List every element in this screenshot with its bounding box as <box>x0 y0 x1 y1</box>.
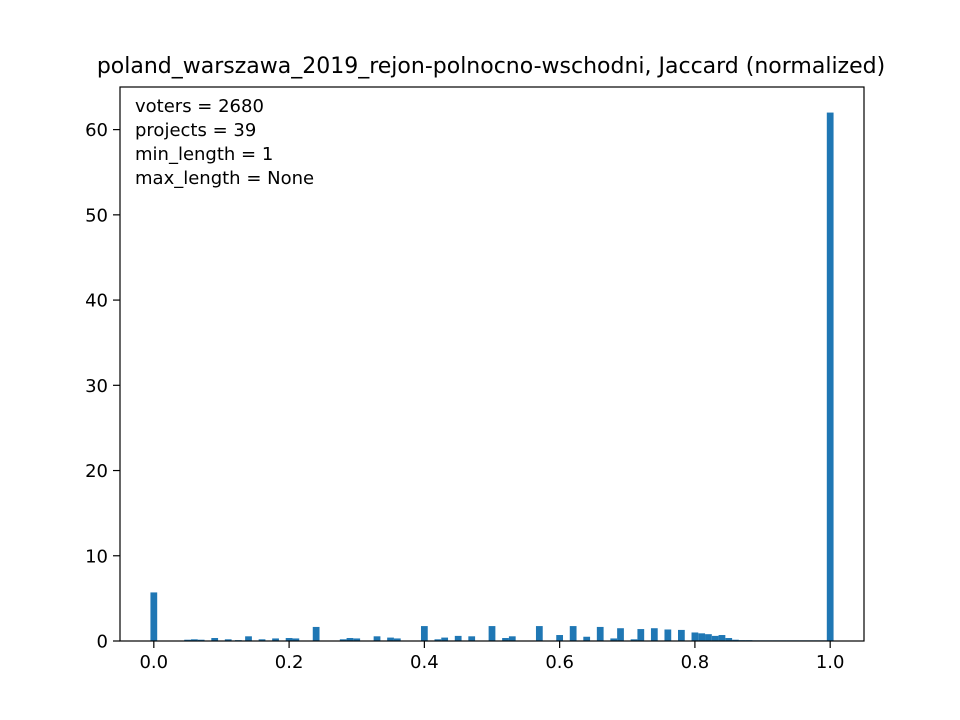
histogram-bar <box>434 639 442 641</box>
histogram-bar <box>508 636 516 641</box>
histogram-bar <box>698 633 706 641</box>
histogram-bar <box>610 638 618 641</box>
x-tick-label: 0.8 <box>681 652 710 673</box>
x-tick-label: 0.4 <box>410 652 439 673</box>
histogram-bar <box>705 634 712 641</box>
histogram-bar <box>678 629 685 641</box>
x-tick-label: 0.0 <box>139 652 168 673</box>
histogram-bar <box>569 626 577 641</box>
y-tick-label: 30 <box>85 376 108 397</box>
histogram-bar <box>184 639 192 641</box>
histogram-bar <box>454 635 462 641</box>
chart-title: poland_warszawa_2019_rejon-polnocno-wsch… <box>97 54 885 79</box>
histogram-bar <box>197 639 205 641</box>
histogram-bar <box>826 112 834 641</box>
annotation-line: min_length = 1 <box>135 144 273 165</box>
annotation-line: projects = 39 <box>135 120 256 141</box>
histogram-bar <box>272 638 279 641</box>
histogram-bar <box>393 638 401 641</box>
histogram-bar <box>468 636 476 641</box>
x-tick-label: 1.0 <box>816 652 845 673</box>
histogram-bar <box>732 639 739 641</box>
histogram-bar <box>353 638 361 641</box>
histogram-bar <box>718 635 726 641</box>
y-tick-label: 60 <box>85 120 108 141</box>
histogram-bar <box>596 626 604 641</box>
y-tick-label: 0 <box>97 632 108 653</box>
y-tick-label: 20 <box>85 461 108 482</box>
histogram-bar <box>292 638 300 641</box>
histogram-bar <box>346 638 354 641</box>
histogram-bar <box>488 626 496 641</box>
histogram-bar <box>373 636 381 641</box>
histogram-bar <box>650 628 658 641</box>
annotation-line: max_length = None <box>135 168 314 189</box>
annotation-block: voters = 2680 projects = 39 min_length = 1… <box>135 96 314 189</box>
histogram-bar <box>664 629 672 641</box>
annotation-line: voters = 2680 <box>135 96 264 117</box>
histogram-bar <box>387 637 394 641</box>
x-tick-label: 0.2 <box>275 652 304 673</box>
histogram-bar <box>630 639 638 641</box>
histogram-bar <box>245 636 252 641</box>
histogram-bar <box>191 639 198 641</box>
histogram-bar <box>583 636 591 641</box>
histogram-bar <box>502 638 509 641</box>
histogram-bar <box>637 629 645 641</box>
histogram-bar <box>285 638 293 641</box>
histogram-bar <box>420 626 428 641</box>
histogram-bar <box>224 639 232 641</box>
histogram-bar <box>711 635 719 641</box>
histogram-bar <box>441 637 449 641</box>
histogram-bar <box>535 626 543 641</box>
x-axis: 0.0 0.2 0.4 0.6 0.8 1.0 <box>139 641 845 673</box>
y-axis: 0 10 20 30 40 50 60 <box>85 120 120 653</box>
histogram-bar <box>691 632 699 641</box>
histogram-bar <box>150 592 158 641</box>
histogram-bar <box>312 626 320 641</box>
x-tick-label: 0.6 <box>545 652 574 673</box>
histogram-bar <box>725 638 733 641</box>
plot-frame <box>119 86 865 642</box>
y-tick-label: 40 <box>85 291 108 312</box>
histogram-bar <box>556 635 564 641</box>
histogram-bar <box>617 628 624 641</box>
histogram-bar <box>339 639 347 641</box>
y-tick-label: 10 <box>85 546 108 567</box>
y-tick-label: 50 <box>85 205 108 226</box>
histogram-bar <box>211 638 219 641</box>
histogram-bar <box>258 639 266 641</box>
bars-group <box>150 112 834 641</box>
